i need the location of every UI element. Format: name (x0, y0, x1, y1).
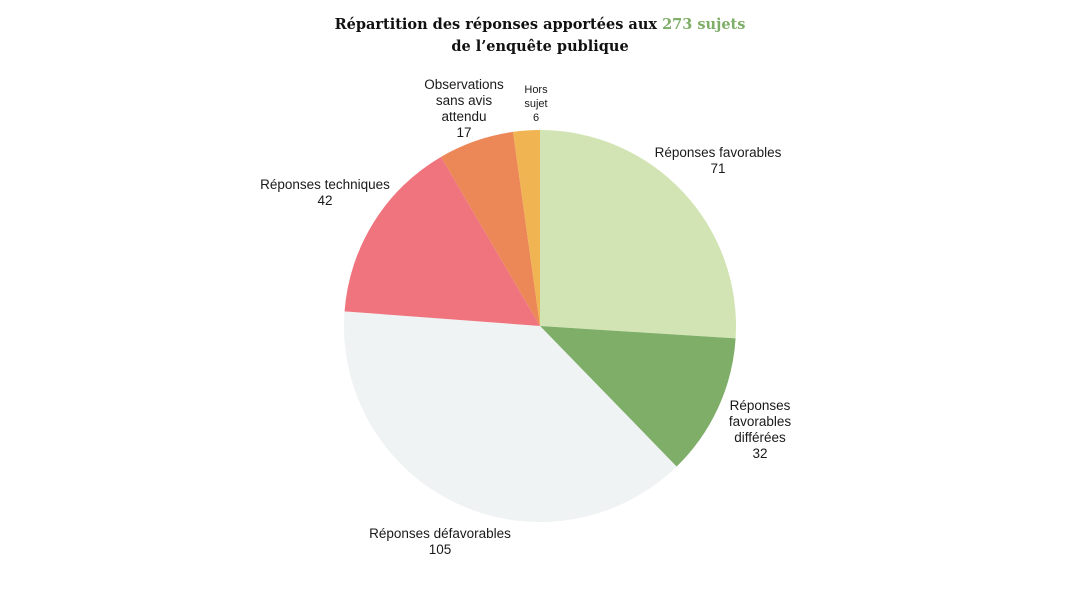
pie-label-line-5-0: Hors (524, 84, 548, 96)
chart-title: Répartition des réponses apportées aux 2… (0, 14, 1080, 58)
chart-title-highlight: 273 sujets (662, 16, 746, 33)
pie-label-5: Hors sujet 6 (524, 84, 548, 124)
pie-label-line-1-1: favorables (729, 414, 792, 429)
pie-label-line-1-2: différées (734, 430, 786, 445)
pie-slice-5 (513, 130, 540, 326)
pie-label-line-3-0: Réponses techniques (260, 177, 390, 192)
pie-value-4: 17 (456, 125, 471, 140)
pie-label-line-4-1: sans avis (436, 93, 493, 108)
pie-label-line-5-1: sujet (524, 98, 547, 110)
pie-label-line-2-0: Réponses défavorables (369, 526, 511, 541)
pie-value-3: 42 (317, 193, 332, 208)
pie-slice-2 (344, 311, 677, 522)
pie-slice-4 (441, 131, 540, 326)
pie-slice-1 (540, 326, 736, 467)
pie-label-line-0-0: Réponses favorables (655, 145, 782, 160)
pie-label-line-4-0: Observations (424, 77, 504, 92)
chart-title-prefix: Répartition des réponses apportées aux (334, 16, 663, 33)
pie-value-0: 71 (710, 161, 725, 176)
pie-value-5: 6 (533, 112, 539, 124)
pie-value-1: 32 (752, 446, 767, 461)
pie-label-line-1-0: Réponses (730, 398, 791, 413)
pie-slice-0 (540, 130, 736, 339)
pie-value-2: 105 (429, 542, 452, 557)
chart-title-line2: de l’enquête publique (451, 38, 629, 55)
pie-slice-3 (344, 156, 540, 326)
pie-label-line-4-2: attendu (441, 109, 486, 124)
